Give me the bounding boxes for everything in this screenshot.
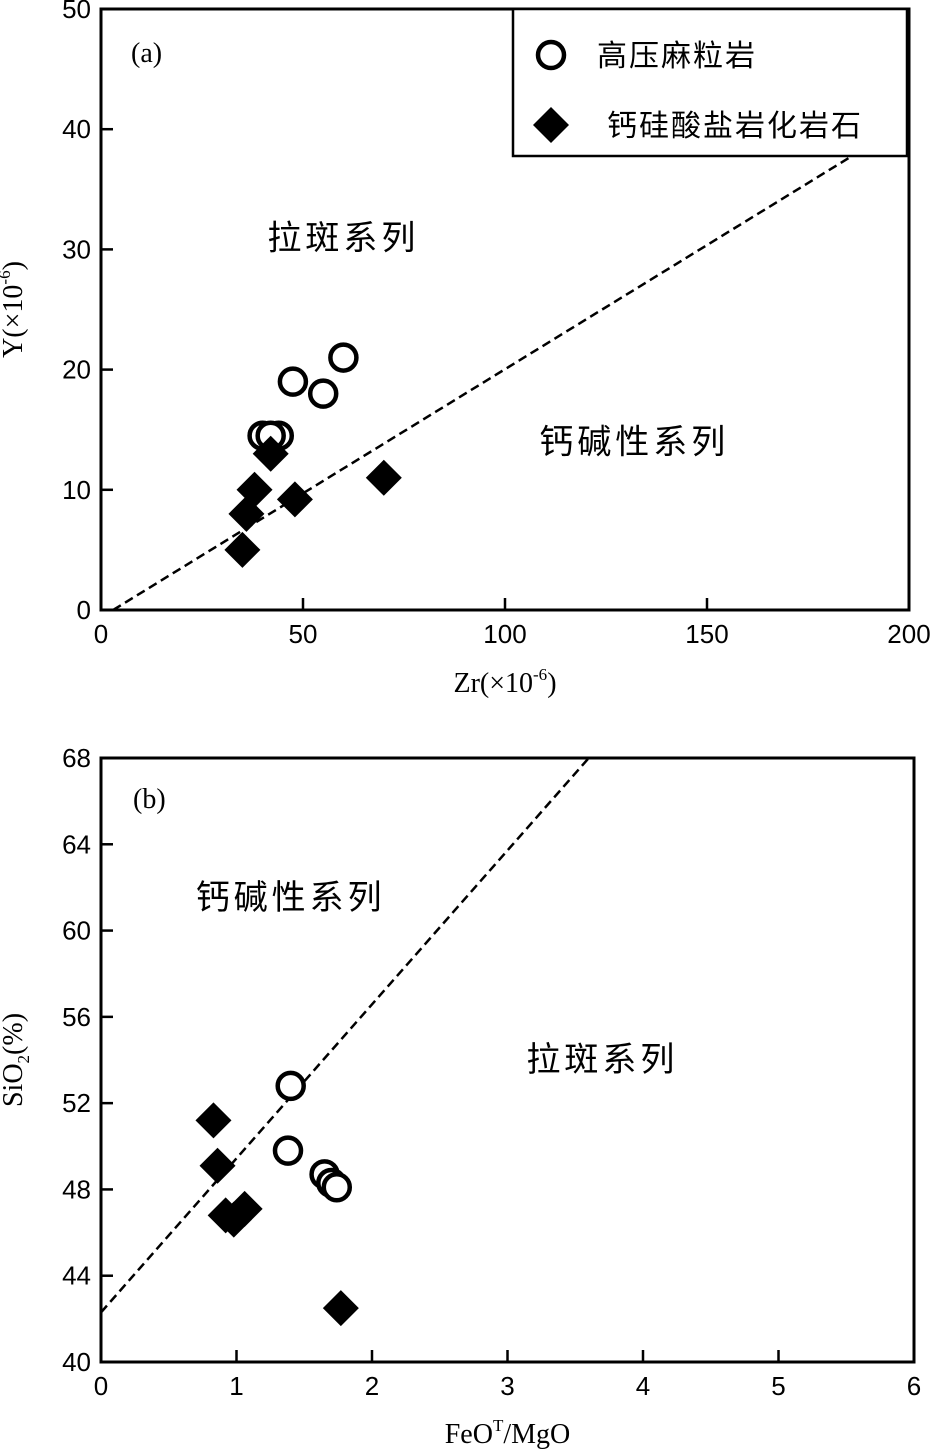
data-point-diamond xyxy=(224,531,261,568)
data-point-diamond xyxy=(276,481,313,518)
y-axis-label: SiO2(%) xyxy=(0,1013,33,1107)
legend-marker-circle xyxy=(535,39,567,71)
data-point-diamond xyxy=(199,1147,236,1184)
x-tick-label: 100 xyxy=(483,619,526,649)
data-point-circle xyxy=(272,1135,304,1166)
y-axis-label-sub: 2 xyxy=(14,1055,33,1064)
y-tick-label: 52 xyxy=(62,1088,91,1118)
panel-label: (b) xyxy=(133,784,166,815)
x-tick-label: 50 xyxy=(289,619,318,649)
x-tick-label: 3 xyxy=(500,1371,514,1401)
x-axis-label-main: FeO xyxy=(445,1419,493,1450)
data-point-circle xyxy=(277,366,309,397)
data-point-diamond xyxy=(322,1290,359,1327)
chart-b: 0 1 2 3 4 5 64044485256606468FeOT/MgOSiO2(%)(b… xyxy=(0,743,921,1450)
data-point-diamond xyxy=(228,495,265,532)
y-axis-label-sup: -6 xyxy=(0,270,14,284)
y-tick-label: 64 xyxy=(62,829,91,859)
legend-marker-diamond xyxy=(533,107,569,143)
x-tick-label: 6 xyxy=(907,1371,921,1401)
data-point-circle xyxy=(275,1070,306,1102)
chart-a: 0 50 100 150 20001020304050Zr(×10-6)Y(×10-6)… xyxy=(0,0,931,699)
series-open-circle xyxy=(247,342,359,451)
y-axis-label: Y(×10-6) xyxy=(0,261,29,358)
y-axis-label-close: ) xyxy=(0,261,29,270)
y-tick-label: 68 xyxy=(62,743,91,773)
data-point-circle xyxy=(321,1172,353,1203)
legend-box xyxy=(511,7,909,158)
x-tick-label: 150 xyxy=(685,619,728,649)
y-axis-label-main: Y(×10 xyxy=(0,285,29,358)
legend-label: 钙硅酸盐岩化岩石 xyxy=(607,109,863,144)
region-label: 钙碱性系列 xyxy=(196,878,386,918)
legend-label: 高压麻粒岩 xyxy=(597,39,757,74)
x-axis-label: FeOT/MgO xyxy=(445,1416,571,1450)
data-point-circle xyxy=(328,342,359,373)
y-tick-label: 0 xyxy=(77,595,91,625)
y-tick-label: 44 xyxy=(62,1261,91,1291)
data-point-diamond xyxy=(226,1190,263,1227)
x-tick-label: 4 xyxy=(636,1371,650,1401)
data-point-circle xyxy=(307,378,339,409)
y-tick-label: 10 xyxy=(62,475,91,505)
x-tick-label: 1 xyxy=(229,1371,243,1401)
series-open-circle xyxy=(272,1070,353,1203)
x-axis-label-close: ) xyxy=(547,668,556,699)
divider-line xyxy=(112,152,858,610)
x-axis-label: Zr(×10-6) xyxy=(453,665,556,699)
x-tick-label: 0 xyxy=(94,1371,108,1401)
y-axis-label-main: SiO xyxy=(0,1063,29,1107)
panel-label: (a) xyxy=(131,38,162,69)
y-tick-label: 20 xyxy=(62,355,91,385)
x-tick-label: 5 xyxy=(771,1371,785,1401)
x-axis-label-sup: T xyxy=(493,1416,504,1435)
data-point-diamond xyxy=(365,459,402,496)
x-axis-label-close: /MgO xyxy=(503,1419,570,1450)
y-tick-label: 48 xyxy=(62,1174,91,1204)
x-tick-label: 2 xyxy=(365,1371,379,1401)
data-point-diamond xyxy=(252,435,289,472)
series-filled-diamond xyxy=(195,1102,359,1327)
x-axis-label-main: Zr(×10 xyxy=(453,668,533,699)
y-tick-label: 30 xyxy=(62,234,91,264)
x-axis-label-sup: -6 xyxy=(533,665,547,684)
y-tick-label: 56 xyxy=(62,1002,91,1032)
y-tick-label: 40 xyxy=(62,114,91,144)
region-label: 拉斑系列 xyxy=(526,1040,678,1080)
series-filled-diamond xyxy=(224,435,402,568)
x-tick-label: 0 xyxy=(94,619,108,649)
divider-line xyxy=(101,758,590,1314)
data-point-diamond xyxy=(195,1102,232,1139)
x-tick-label: 200 xyxy=(887,619,930,649)
y-tick-label: 40 xyxy=(62,1347,91,1377)
y-tick-label: 50 xyxy=(62,0,91,24)
region-label: 拉斑系列 xyxy=(267,218,419,258)
region-label: 钙碱性系列 xyxy=(539,423,729,463)
y-axis-label-close: (%) xyxy=(0,1013,29,1055)
y-tick-label: 60 xyxy=(62,916,91,946)
